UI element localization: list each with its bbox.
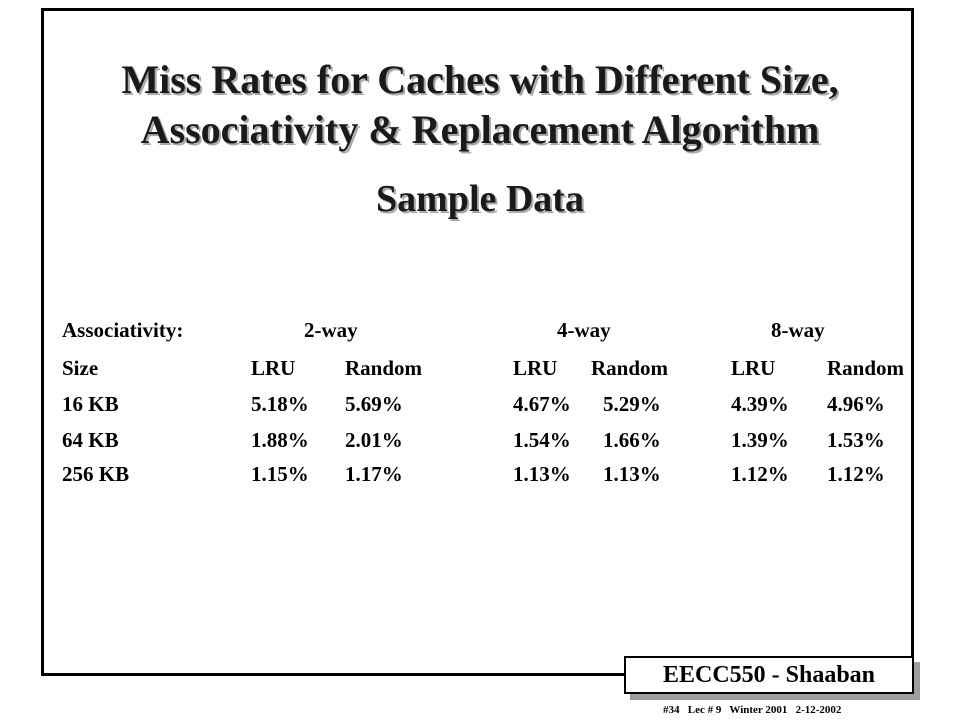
row-size: 64 KB: [62, 428, 119, 452]
policy-header: LRU: [513, 356, 558, 380]
miss-rate-cell: 1.15%: [251, 462, 309, 486]
size-label: Size: [62, 356, 99, 380]
miss-rate-cell: 4.96%: [827, 392, 885, 416]
miss-rate-cell: 5.18%: [251, 392, 309, 416]
row-size: 16 KB: [62, 392, 119, 416]
table-row: 64 KB 1.88% 2.01% 1.54% 1.66% 1.39% 1.53…: [0, 424, 960, 456]
miss-rate-cell: 4.67%: [513, 392, 571, 416]
policy-header: Random: [591, 356, 669, 380]
policy-header: Random: [827, 356, 905, 380]
miss-rate-cell: 1.13%: [603, 462, 661, 486]
miss-rate-cell: 5.29%: [603, 392, 661, 416]
miss-rate-cell: 1.53%: [827, 428, 885, 452]
table-row: 16 KB 5.18% 5.69% 4.67% 5.29% 4.39% 4.96…: [0, 388, 960, 420]
slide-subtitle: Sample Data: [376, 178, 584, 220]
policy-header-row: Size LRU Random LRU Random LRU Random: [0, 352, 960, 384]
miss-rate-cell: 1.17%: [345, 462, 403, 486]
miss-rate-cell: 1.66%: [603, 428, 661, 452]
miss-rate-cell: 1.13%: [513, 462, 571, 486]
policy-header: LRU: [251, 356, 296, 380]
table-row: 256 KB 1.15% 1.17% 1.13% 1.13% 1.12% 1.1…: [0, 458, 960, 490]
policy-header: LRU: [731, 356, 776, 380]
miss-rate-cell: 1.39%: [731, 428, 789, 452]
miss-rate-cell: 1.54%: [513, 428, 571, 452]
slide-title-line-2: Associativity & Replacement Algorithm: [140, 107, 820, 152]
policy-header: Random: [345, 356, 423, 380]
row-size: 256 KB: [62, 462, 130, 486]
slide-title-line-1: Miss Rates for Caches with Different Siz…: [121, 57, 839, 102]
miss-rate-cell: 4.39%: [731, 392, 789, 416]
slide-frame: [41, 8, 914, 676]
way-header-8: 8-way: [771, 318, 825, 342]
way-header-4: 4-way: [557, 318, 611, 342]
miss-rate-cell: 5.69%: [345, 392, 403, 416]
miss-rate-cell: 1.12%: [731, 462, 789, 486]
slide-footer: #34 Lec # 9 Winter 2001 2-12-2002: [663, 704, 842, 716]
way-header-2: 2-way: [304, 318, 358, 342]
miss-rate-cell: 1.12%: [827, 462, 885, 486]
miss-rate-cell: 1.88%: [251, 428, 309, 452]
miss-rate-cell: 2.01%: [345, 428, 403, 452]
course-badge: EECC550 - Shaaban: [624, 656, 914, 694]
associativity-header-row: Associativity: 2-way 4-way 8-way: [0, 314, 960, 346]
associativity-label: Associativity:: [62, 318, 184, 342]
